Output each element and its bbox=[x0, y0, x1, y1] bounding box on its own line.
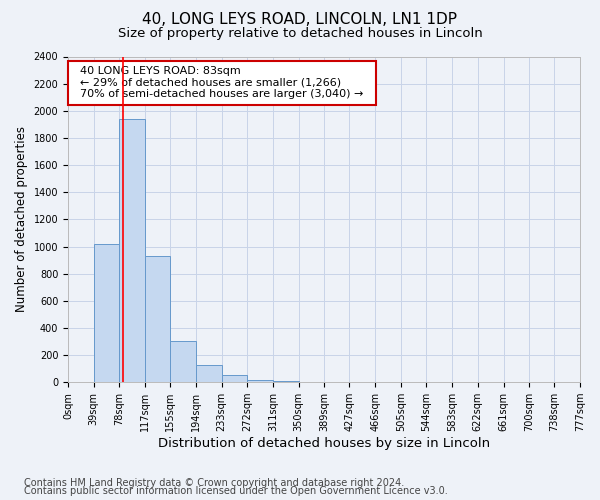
Text: 40, LONG LEYS ROAD, LINCOLN, LN1 1DP: 40, LONG LEYS ROAD, LINCOLN, LN1 1DP bbox=[143, 12, 458, 28]
Bar bbox=[196, 364, 221, 382]
Text: Contains HM Land Registry data © Crown copyright and database right 2024.: Contains HM Land Registry data © Crown c… bbox=[24, 478, 404, 488]
Bar bbox=[119, 119, 145, 382]
Text: Size of property relative to detached houses in Lincoln: Size of property relative to detached ho… bbox=[118, 28, 482, 40]
X-axis label: Distribution of detached houses by size in Lincoln: Distribution of detached houses by size … bbox=[158, 437, 490, 450]
Text: 40 LONG LEYS ROAD: 83sqm
  ← 29% of detached houses are smaller (1,266)
  70% of: 40 LONG LEYS ROAD: 83sqm ← 29% of detach… bbox=[73, 66, 371, 100]
Text: Contains public sector information licensed under the Open Government Licence v3: Contains public sector information licen… bbox=[24, 486, 448, 496]
Bar bbox=[247, 380, 273, 382]
Bar bbox=[145, 256, 170, 382]
Bar bbox=[221, 375, 247, 382]
Bar bbox=[94, 244, 119, 382]
Bar bbox=[170, 341, 196, 382]
Y-axis label: Number of detached properties: Number of detached properties bbox=[15, 126, 28, 312]
Bar bbox=[273, 381, 299, 382]
